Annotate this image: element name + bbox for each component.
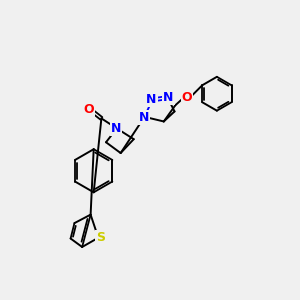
Text: N: N [163, 91, 174, 104]
Text: O: O [182, 91, 192, 104]
Text: S: S [96, 231, 105, 244]
Text: N: N [111, 122, 121, 135]
Text: N: N [139, 111, 149, 124]
Text: O: O [84, 103, 94, 116]
Text: N: N [146, 93, 157, 106]
